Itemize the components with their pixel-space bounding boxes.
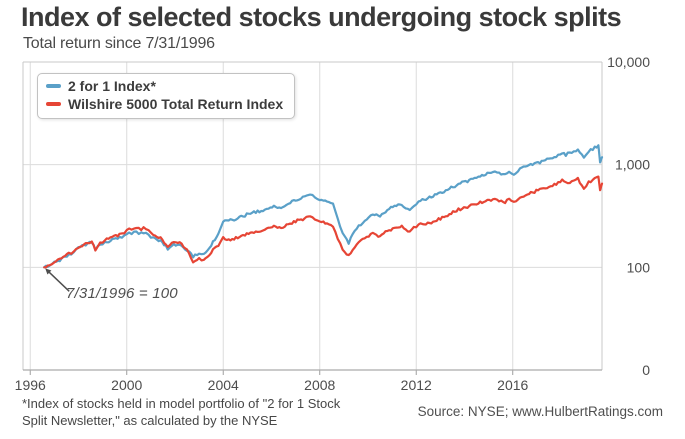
legend-label-2for1-index: 2 for 1 Index* bbox=[68, 78, 156, 94]
footnote-line-2: Split Newsletter," as calculated by the … bbox=[22, 413, 278, 428]
chart-subtitle: Total return since 7/31/1996 bbox=[23, 35, 215, 52]
svg-text:2016: 2016 bbox=[497, 377, 528, 393]
svg-text:2004: 2004 bbox=[208, 377, 239, 393]
svg-text:2012: 2012 bbox=[401, 377, 432, 393]
chart-title: Index of selected stocks undergoing stoc… bbox=[21, 2, 622, 32]
legend-item-2for1-index: 2 for 1 Index* bbox=[46, 77, 283, 95]
legend-dash-blue-icon bbox=[46, 84, 61, 88]
footnote-line-1: *Index of stocks held in model portfolio… bbox=[22, 396, 341, 411]
svg-text:10,000: 10,000 bbox=[607, 54, 650, 70]
svg-text:2008: 2008 bbox=[304, 377, 335, 393]
footnote: *Index of stocks held in model portfolio… bbox=[22, 395, 422, 429]
svg-text:100: 100 bbox=[627, 259, 651, 275]
legend-dash-red-icon bbox=[46, 102, 61, 106]
svg-text:0: 0 bbox=[642, 362, 650, 378]
annotation-start-value: 7/31/1996 = 100 bbox=[66, 285, 178, 302]
source-credit: Source: NYSE; www.HulbertRatings.com bbox=[417, 404, 663, 419]
svg-text:1996: 1996 bbox=[15, 377, 46, 393]
svg-text:1,000: 1,000 bbox=[615, 157, 650, 173]
legend-item-wilshire-5000: Wilshire 5000 Total Return Index bbox=[46, 95, 283, 113]
legend: 2 for 1 Index* Wilshire 5000 Total Retur… bbox=[37, 73, 296, 119]
legend-label-wilshire-5000: Wilshire 5000 Total Return Index bbox=[68, 96, 284, 112]
svg-text:2000: 2000 bbox=[111, 377, 142, 393]
